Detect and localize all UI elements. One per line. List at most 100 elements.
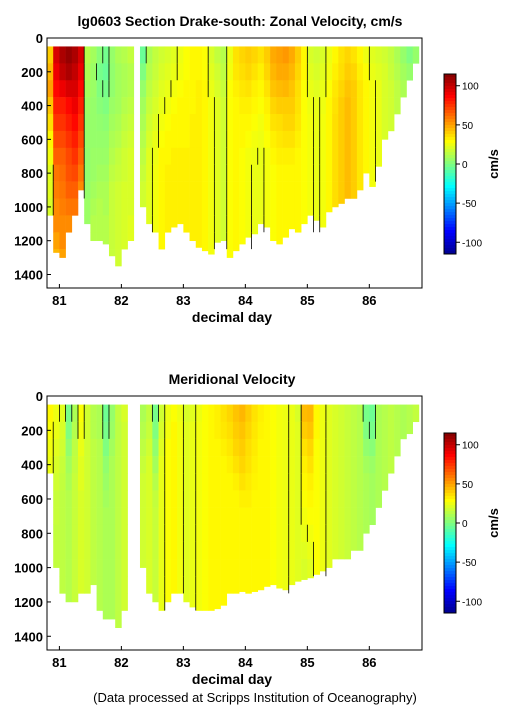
heatmap-cell bbox=[257, 46, 265, 64]
colorbar-swatch bbox=[444, 475, 456, 479]
heatmap-cell bbox=[108, 576, 116, 594]
heatmap-cell bbox=[307, 490, 314, 508]
heatmap-cell bbox=[307, 46, 314, 64]
heatmap-cell bbox=[232, 490, 240, 508]
heatmap-cell bbox=[301, 524, 308, 543]
heatmap-cell bbox=[220, 473, 228, 491]
heatmap-cell bbox=[307, 576, 314, 579]
heatmap-cell bbox=[226, 473, 234, 491]
heatmap-cell bbox=[338, 181, 345, 199]
heatmap-cell bbox=[189, 181, 197, 199]
colorbar-swatch bbox=[444, 460, 456, 464]
heatmap-cell bbox=[313, 114, 321, 132]
heatmap-cell bbox=[369, 80, 376, 98]
heatmap-cell bbox=[307, 198, 314, 216]
heatmap-cell bbox=[71, 473, 79, 491]
heatmap-cell bbox=[276, 164, 283, 182]
heatmap-cell bbox=[183, 114, 190, 132]
heatmap-cell bbox=[239, 576, 246, 592]
heatmap-cell bbox=[369, 164, 376, 182]
heatmap-cell bbox=[59, 541, 66, 560]
heatmap-cell bbox=[195, 404, 203, 423]
heatmap-cell bbox=[232, 541, 240, 560]
heatmap-cell bbox=[53, 80, 60, 98]
heatmap-cell bbox=[313, 147, 321, 165]
heatmap-cell bbox=[239, 97, 246, 115]
heatmap-cell bbox=[115, 456, 122, 474]
heatmap-cell bbox=[294, 164, 302, 182]
colorbar-swatch bbox=[444, 74, 456, 78]
heatmap-cell bbox=[65, 114, 73, 132]
zonal-panel: lg0603 Section Drake-south: Zonal Veloci… bbox=[14, 13, 501, 325]
heatmap-cell bbox=[356, 456, 364, 474]
heatmap-cell bbox=[381, 114, 389, 132]
heatmap-cell bbox=[332, 438, 339, 457]
heatmap-cell bbox=[121, 147, 128, 165]
heatmap-cell bbox=[369, 507, 376, 526]
heatmap-cell bbox=[232, 421, 240, 440]
heatmap-cell bbox=[53, 97, 60, 115]
heatmap-cell bbox=[71, 593, 79, 603]
heatmap-cell bbox=[363, 80, 370, 98]
colorbar-swatch bbox=[444, 185, 456, 189]
heatmap-cell bbox=[319, 438, 327, 457]
colorbar-swatch bbox=[444, 610, 456, 614]
heatmap-cell bbox=[350, 490, 358, 508]
heatmap-cell bbox=[108, 404, 116, 423]
heatmap-cell bbox=[108, 473, 116, 491]
heatmap-cell bbox=[189, 97, 197, 115]
heatmap-cell bbox=[356, 164, 364, 182]
heatmap-cell bbox=[59, 507, 66, 526]
heatmap-cell bbox=[139, 97, 147, 115]
heatmap-cell bbox=[177, 473, 184, 491]
heatmap-cell bbox=[288, 559, 296, 577]
heatmap-cell bbox=[59, 576, 66, 594]
heatmap-cell bbox=[338, 147, 345, 165]
heatmap-cell bbox=[201, 147, 209, 165]
heatmap-cell bbox=[214, 130, 221, 149]
heatmap-cell bbox=[332, 541, 339, 560]
colorbar-swatch bbox=[444, 517, 456, 521]
heatmap-cell bbox=[356, 46, 364, 64]
heatmap-cell bbox=[220, 593, 228, 606]
heatmap-cell bbox=[282, 147, 290, 165]
heatmap-cell bbox=[121, 456, 128, 474]
colorbar-swatch bbox=[444, 478, 456, 482]
heatmap-cell bbox=[189, 456, 197, 474]
heatmap-cell bbox=[369, 438, 376, 457]
heatmap-cell bbox=[369, 46, 376, 64]
heatmap-cell bbox=[363, 524, 370, 534]
heatmap-cell bbox=[65, 456, 73, 474]
heatmap-cell bbox=[108, 559, 116, 577]
heatmap-cell bbox=[65, 438, 73, 457]
heatmap-cell bbox=[65, 404, 73, 423]
heatmap-cell bbox=[350, 164, 358, 182]
heatmap-cell bbox=[307, 473, 314, 491]
heatmap-cell bbox=[270, 404, 277, 423]
heatmap-cell bbox=[332, 63, 339, 81]
y-tick-label: 600 bbox=[21, 132, 43, 147]
colorbar-swatch bbox=[444, 215, 456, 219]
heatmap-cell bbox=[251, 181, 259, 199]
heatmap-cell bbox=[152, 490, 159, 508]
colorbar-swatch bbox=[444, 119, 456, 123]
heatmap-cell bbox=[214, 473, 221, 491]
colorbar-swatch bbox=[444, 442, 456, 446]
colorbar-swatch bbox=[444, 83, 456, 87]
colorbar-swatch bbox=[444, 496, 456, 500]
heatmap-cell bbox=[294, 97, 302, 115]
heatmap-cell bbox=[108, 114, 116, 132]
heatmap-cell bbox=[59, 524, 66, 543]
heatmap-cell bbox=[84, 507, 91, 526]
heatmap-cell bbox=[363, 147, 370, 165]
heatmap-cell bbox=[177, 198, 184, 216]
heatmap-cell bbox=[220, 490, 228, 508]
heatmap-cell bbox=[177, 421, 184, 440]
heatmap-cell bbox=[325, 147, 333, 165]
heatmap-cell bbox=[251, 404, 259, 423]
heatmap-cell bbox=[201, 490, 209, 508]
meridional-chart-title: Meridional Velocity bbox=[169, 371, 296, 387]
heatmap-cell bbox=[263, 97, 271, 115]
heatmap-cell bbox=[189, 164, 197, 182]
heatmap-cell bbox=[96, 490, 104, 508]
